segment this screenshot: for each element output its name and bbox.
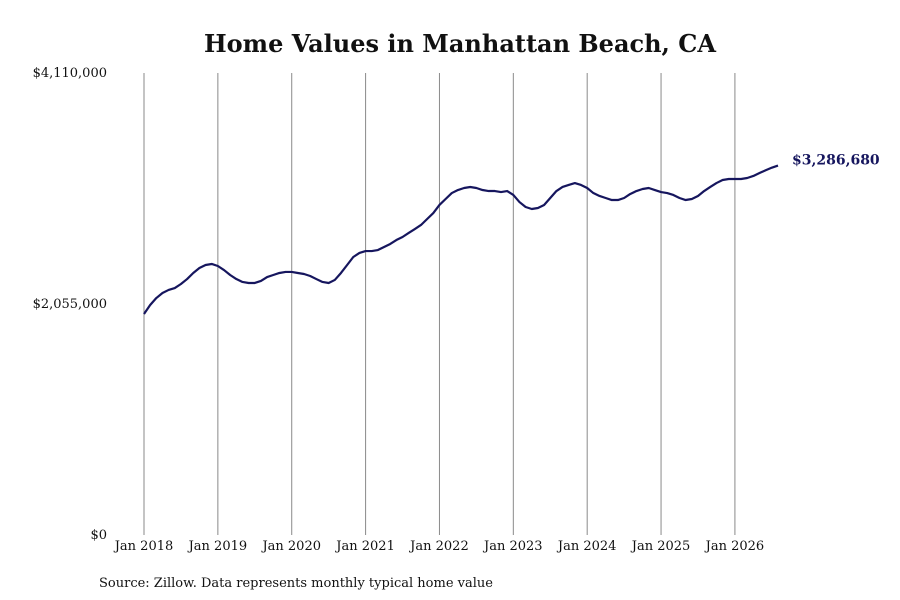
x-tick-label: Jan 2024	[556, 539, 617, 554]
y-tick-label: $0	[90, 528, 107, 543]
x-tick-label: Jan 2019	[187, 539, 248, 554]
x-tick-label: Jan 2020	[260, 539, 321, 554]
y-tick-label: $2,055,000	[33, 297, 107, 312]
chart-title: Home Values in Manhattan Beach, CA	[204, 29, 716, 58]
x-tick-label: Jan 2025	[630, 539, 691, 554]
x-tick-label: Jan 2022	[408, 539, 469, 554]
y-tick-label: $4,110,000	[33, 66, 107, 81]
x-tick-label: Jan 2021	[334, 539, 395, 554]
x-tick-label: Jan 2026	[704, 539, 765, 554]
line	[143, 164, 779, 315]
x-tick-label: Jan 2023	[482, 539, 543, 554]
value-label: $3,286,680	[792, 153, 880, 169]
source-note: Source: Zillow. Data represents monthly …	[99, 576, 493, 591]
x-tick-label: Jan 2018	[113, 539, 174, 554]
